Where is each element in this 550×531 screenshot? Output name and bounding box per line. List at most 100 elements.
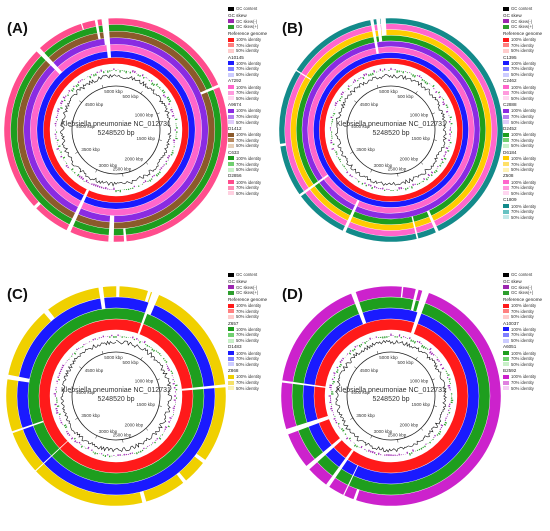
gc-skew-bar (342, 429, 345, 432)
identity-ring (30, 44, 202, 216)
legend-text: 100% identity (511, 155, 537, 161)
legend-text: 100% identity (236, 303, 262, 309)
gc-skew-bar (444, 421, 448, 424)
gc-skew-bar (353, 348, 356, 351)
legend-heading: A6051 (503, 344, 517, 350)
tick-label: 2500 kbp (113, 167, 132, 172)
identity-ring (313, 52, 469, 208)
legend-entry: 100% identity (503, 84, 549, 90)
legend-text: 70% identity (511, 356, 534, 362)
legend-heading: Z508 (503, 173, 514, 179)
gc-skew-bar (171, 114, 175, 117)
legend-swatch (503, 332, 509, 337)
gc-skew-bar (354, 345, 357, 348)
gc-skew-bar (170, 108, 173, 111)
gc-skew-bar (57, 108, 60, 111)
legend-heading: C633 (228, 149, 239, 155)
gc-skew-bar (60, 106, 63, 109)
legend-text: GC skew(+) (511, 24, 534, 30)
gc-skew-bar (160, 167, 163, 170)
tick-mark (376, 351, 379, 355)
gc-skew-bar (92, 338, 95, 341)
tick-label: 1000 kbp (135, 113, 154, 118)
tick-label: 500 kbp (123, 360, 140, 365)
legend-text: GC skew(+) (236, 24, 259, 30)
legend-swatch (503, 362, 509, 367)
legend-text: GC skew(-) (236, 284, 258, 290)
legend-swatch (503, 156, 509, 161)
gc-skew-bar (139, 74, 141, 77)
genome-name: Klebsiella pneumoniae NC_012731 (336, 387, 446, 394)
legend-entry: 70% identity (228, 138, 274, 144)
gc-skew-bar (429, 441, 432, 444)
legend-swatch (503, 90, 509, 95)
gc-skew-bar (340, 95, 343, 98)
genome-size: 5248520 bp (372, 130, 410, 137)
tick-mark (415, 91, 418, 94)
identity-ring (10, 24, 222, 236)
backbone-circle (346, 351, 436, 441)
gap-segment (36, 47, 63, 75)
legend-swatch (503, 303, 509, 308)
gc-skew-bar (333, 112, 336, 115)
legend-swatch (503, 138, 509, 143)
legend-entry: 50% identity (503, 96, 549, 102)
genome-size: 5248520 bp (97, 396, 135, 403)
gc-skew-bar (438, 95, 442, 99)
gc-skew-bar (360, 445, 363, 449)
legend-text: 70% identity (511, 380, 534, 386)
gc-skew-bar (71, 355, 73, 357)
gc-skew-bar (445, 147, 449, 150)
gap-segment (306, 438, 342, 470)
gc-skew-bar (165, 160, 168, 163)
gap-segment (286, 415, 329, 432)
identity-ring (6, 286, 226, 506)
legend-entry: GC content (228, 6, 274, 12)
tick-mark (158, 139, 162, 141)
gc-skew-bar (78, 175, 81, 178)
identity-ring (290, 29, 492, 231)
gc-skew-bar (162, 94, 165, 97)
gc-skew-bar (164, 95, 167, 98)
legend-text: 100% identity (511, 132, 537, 138)
tick-label: 1500 kbp (411, 136, 430, 141)
legend-swatch (503, 24, 509, 29)
gc-skew-bar (162, 91, 166, 94)
legend-text: 70% identity (511, 308, 534, 314)
gc-skew-bar (410, 186, 413, 189)
identity-ring (302, 41, 480, 219)
legend-text: 50% identity (236, 385, 259, 391)
legend-swatch (503, 380, 509, 385)
gc-skew-bar (60, 155, 63, 158)
identity-ring (281, 286, 501, 506)
legend-entry: 100% identity (228, 179, 274, 185)
legend-swatch (228, 108, 234, 113)
tick-label: 1500 kbp (411, 402, 430, 407)
legend-text: 100% identity (236, 60, 262, 66)
gc-skew-bar (135, 337, 138, 340)
gc-skew-bar (416, 340, 419, 343)
tick-label: 3500 kbp (81, 413, 100, 418)
legend-text: 50% identity (236, 72, 259, 78)
legend-text: GC skew(+) (236, 290, 259, 296)
gc-skew-bar (339, 97, 342, 100)
legend: GC content GC skew GC skew(-) GC skew(+) Ref… (228, 6, 274, 196)
gc-skew-bar (100, 69, 103, 72)
gap-segment (342, 199, 360, 233)
genome-size: 5248520 bp (97, 130, 135, 137)
tick-label: 1000 kbp (410, 113, 429, 118)
gc-skew-bar (59, 102, 63, 105)
legend-entry: 70% identity (228, 332, 274, 338)
legend-swatch (228, 386, 234, 391)
gc-skew-bar (167, 367, 170, 370)
gc-skew-bar (61, 366, 64, 369)
gc-skew-bar (344, 433, 347, 436)
backbone-circle (71, 85, 161, 175)
legend-swatch (503, 285, 509, 290)
legend-entry: 70% identity (503, 66, 549, 72)
legend-text: 50% identity (236, 95, 259, 101)
gc-skew-bar (357, 180, 360, 183)
legend-entry: 70% identity (228, 185, 274, 191)
legend-swatch (503, 6, 509, 11)
legend-text: 70% identity (236, 90, 259, 96)
